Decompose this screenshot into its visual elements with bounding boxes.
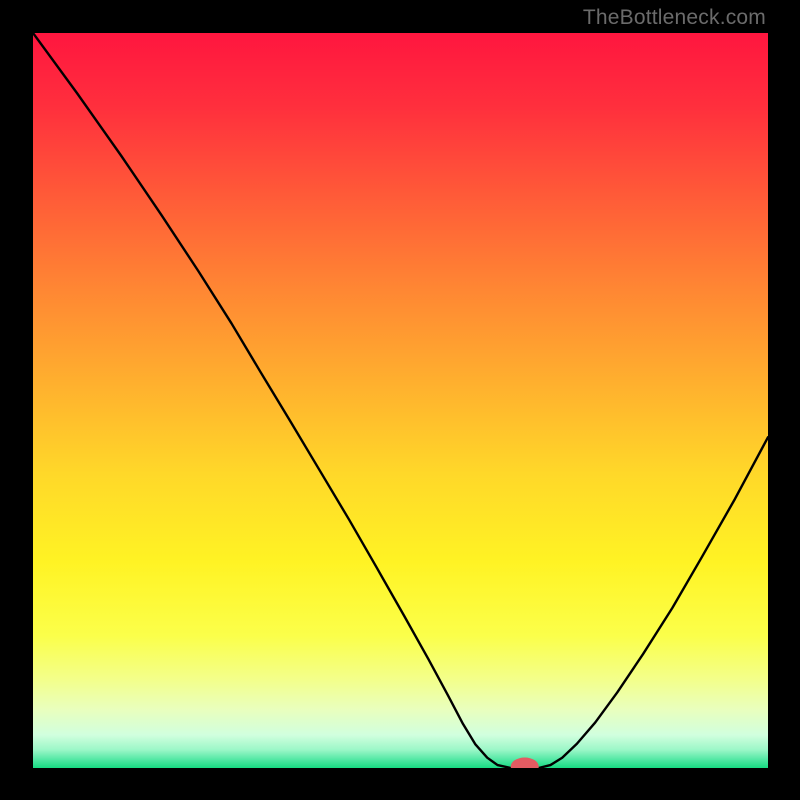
watermark-text: TheBottleneck.com (583, 6, 766, 30)
chart-plot-area (33, 33, 768, 768)
gradient-background (33, 33, 768, 768)
chart-svg (33, 33, 768, 768)
